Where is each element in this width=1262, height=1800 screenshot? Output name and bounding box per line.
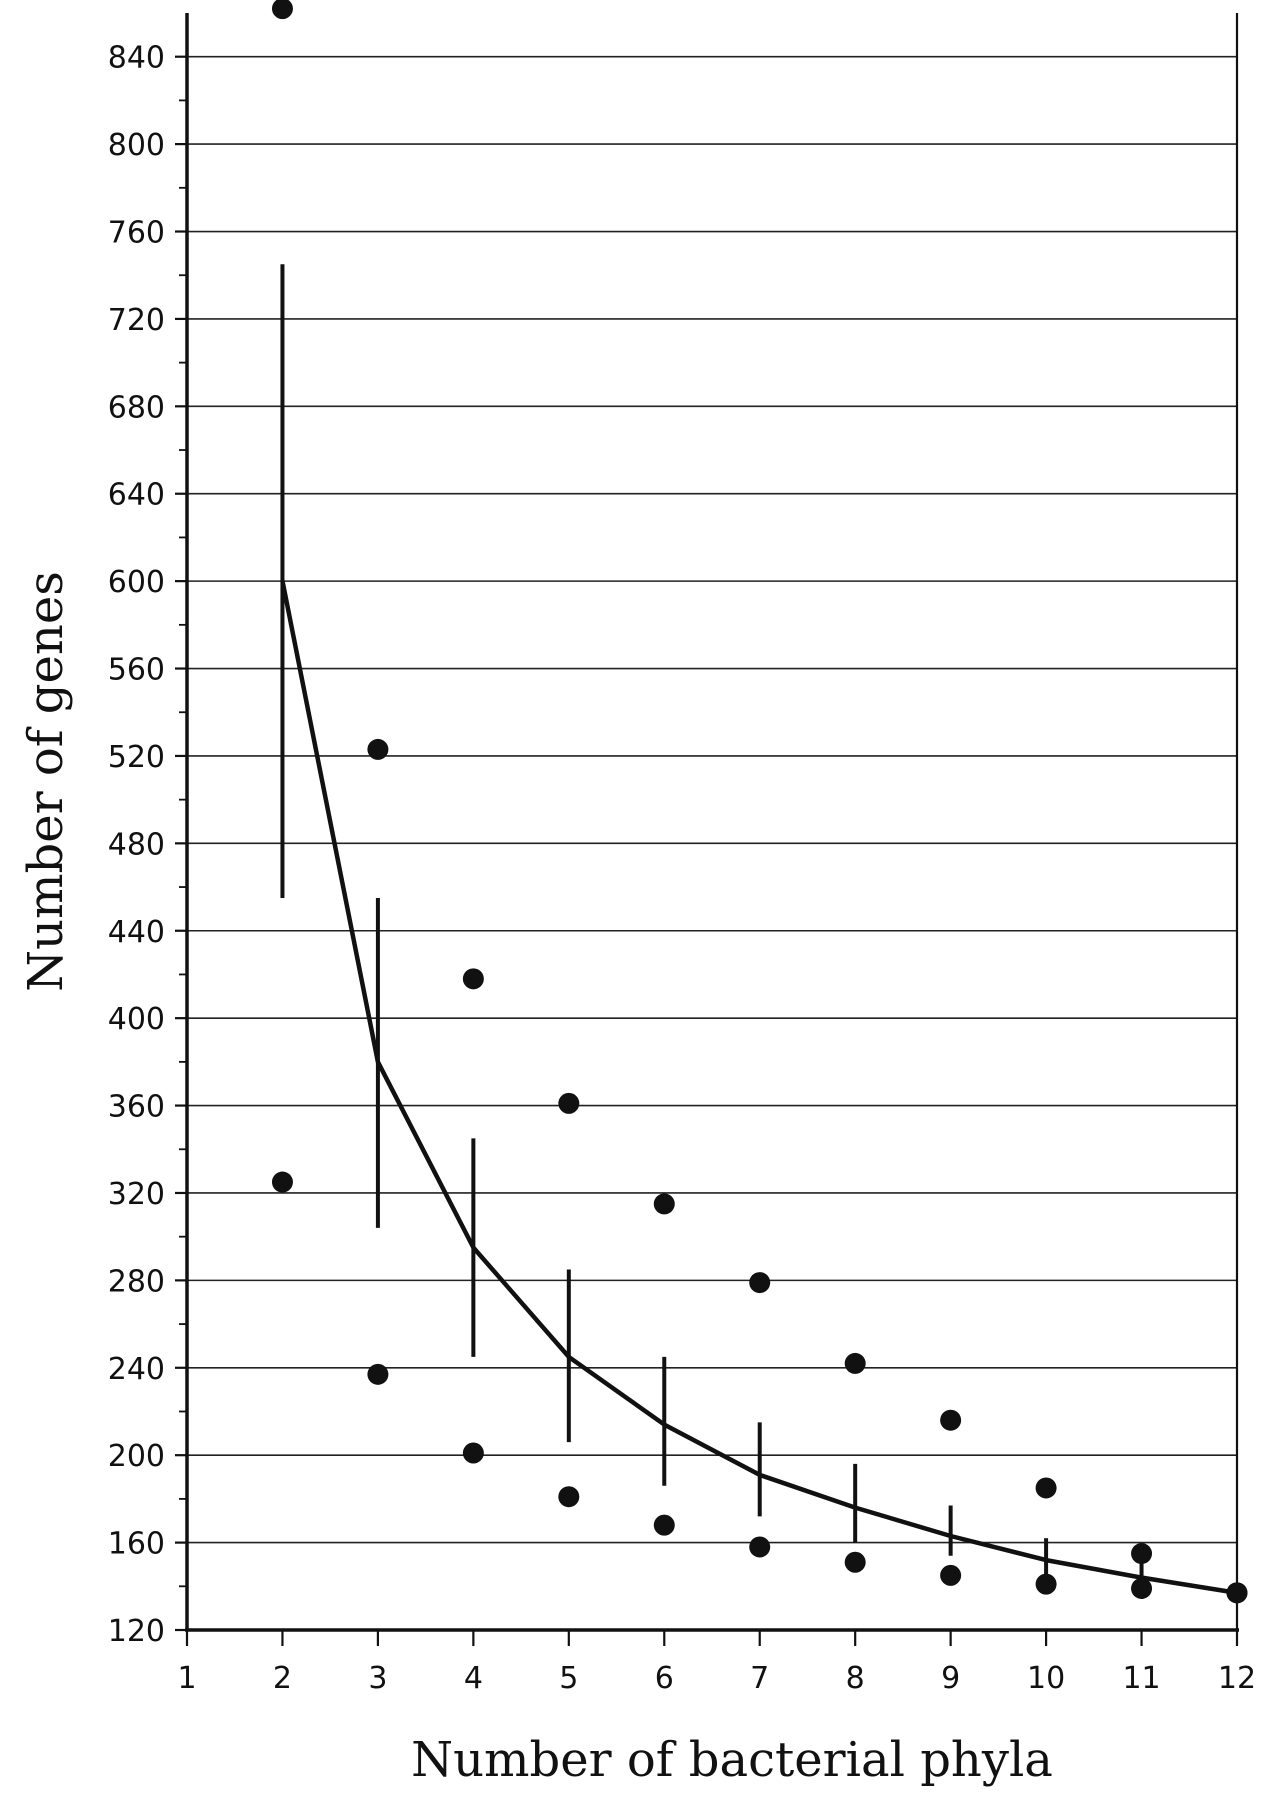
x-tick-label: 4	[464, 1661, 483, 1696]
data-point-minimum	[558, 1486, 580, 1508]
x-tick-label: 9	[941, 1661, 960, 1696]
data-point-maximum	[844, 1352, 866, 1374]
data-point-minimum	[462, 1442, 484, 1464]
data-point-maximum	[653, 1193, 675, 1215]
y-tick-label: 160	[108, 1527, 165, 1562]
data-point-minimum	[271, 1171, 293, 1193]
axes	[185, 13, 1239, 1632]
data-point-maximum	[271, 0, 293, 20]
data-point-minimum	[1131, 1577, 1153, 1599]
x-tick-label: 3	[368, 1661, 387, 1696]
x-tick-label: 7	[750, 1661, 769, 1696]
x-tick-label: 6	[655, 1661, 674, 1696]
y-tick-label: 240	[108, 1352, 165, 1387]
y-tick-label: 280	[108, 1264, 165, 1299]
error-bars	[280, 264, 1144, 1585]
y-tick-label: 600	[108, 565, 165, 600]
y-tick-label: 360	[108, 1090, 165, 1125]
data-point-maximum	[940, 1409, 962, 1431]
x-axis-title: Number of bacterial phyla	[411, 1732, 1053, 1788]
y-axis-ticks: 120 160 200 240 280 320 360 400 440 480 520 560 600 6…	[108, 41, 187, 1649]
y-tick-label: 680	[108, 390, 165, 425]
data-point-maximum	[1131, 1543, 1153, 1565]
y-tick-label: 800	[108, 128, 165, 163]
y-tick-label: 720	[108, 303, 165, 338]
x-tick-label: 12	[1218, 1661, 1256, 1696]
data-point-minimum	[749, 1536, 771, 1558]
x-tick-label: 11	[1122, 1661, 1160, 1696]
data-point-minimum	[844, 1551, 866, 1573]
x-tick-label: 8	[846, 1661, 865, 1696]
y-tick-label: 640	[108, 478, 165, 513]
data-point-maximum	[462, 968, 484, 990]
x-tick-label: 5	[559, 1661, 578, 1696]
y-tick-label: 760	[108, 216, 165, 251]
x-axis-ticks: 1 2 3 4 5 6 7 8 9 10 11 12	[177, 1630, 1256, 1696]
y-tick-label: 400	[108, 1002, 165, 1037]
data-point-maximum	[1035, 1477, 1057, 1499]
axis-titles: Number of bacterial phyla Number of gene…	[18, 571, 1053, 1788]
x-tick-label: 1	[177, 1661, 196, 1696]
grid-lines	[187, 55, 1237, 1544]
y-tick-label: 440	[108, 915, 165, 950]
series-lines	[280, 580, 1238, 1596]
y-tick-label: 120	[108, 1614, 165, 1649]
y-tick-label: 200	[108, 1439, 165, 1474]
x-tick-label: 10	[1027, 1661, 1065, 1696]
y-tick-label: 320	[108, 1177, 165, 1212]
data-point-minimum	[1035, 1573, 1057, 1595]
data-point-minimum	[940, 1564, 962, 1586]
data-point-maximum	[367, 738, 389, 760]
data-point-minimum	[653, 1514, 675, 1536]
mean-line	[280, 580, 1238, 1596]
y-axis-title: Number of genes	[18, 571, 74, 992]
data-point-minimum	[367, 1363, 389, 1385]
data-point-maximum	[558, 1092, 580, 1114]
y-tick-label: 560	[108, 653, 165, 688]
y-tick-label: 480	[108, 827, 165, 862]
y-tick-label: 520	[108, 740, 165, 775]
y-tick-label: 840	[108, 41, 165, 76]
x-tick-label: 2	[273, 1661, 292, 1696]
data-point-minimum	[1226, 1582, 1248, 1604]
data-points	[271, 0, 1248, 1604]
data-point-maximum	[749, 1272, 771, 1294]
